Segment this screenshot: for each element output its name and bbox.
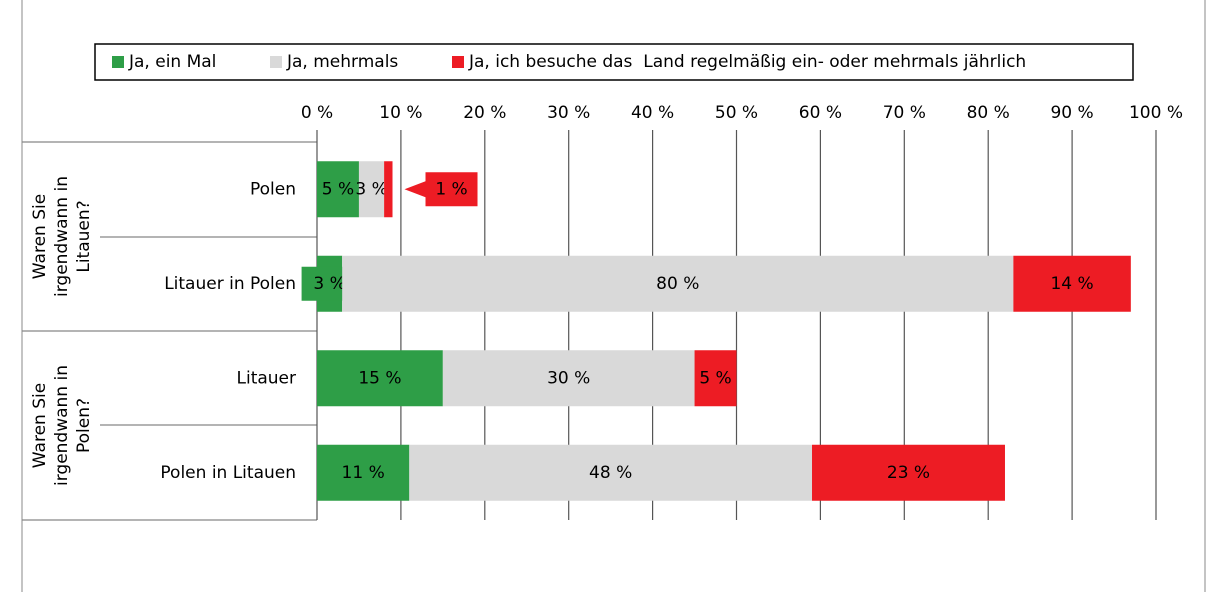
bar-segment (342, 255, 1014, 312)
bar-segment (317, 350, 443, 407)
y-tick-label: Polen (250, 179, 296, 199)
data-label: 30 % (547, 368, 590, 388)
data-label: 48 % (589, 463, 632, 483)
callout (404, 172, 478, 207)
y-tick-label: Litauer (237, 368, 297, 388)
data-label: 3 % (313, 274, 345, 294)
data-label: 15 % (358, 368, 401, 388)
bar-segment (442, 350, 695, 407)
category-table (22, 141, 317, 521)
x-tick-label: 30 % (547, 103, 590, 123)
bar-segment (1013, 255, 1131, 312)
legend-label: Ja, ein Mal (128, 52, 216, 72)
y-tick-label: Litauer in Polen (164, 274, 296, 294)
group-label: Polen? (74, 398, 94, 453)
x-tick-label: 40 % (631, 103, 674, 123)
x-tick-label: 70 % (883, 103, 926, 123)
x-tick-label: 90 % (1050, 103, 1093, 123)
bar-segment (317, 161, 359, 218)
x-tick-label: 0 % (301, 103, 333, 123)
x-tick-label: 80 % (967, 103, 1010, 123)
y-tick-label: Polen in Litauen (160, 463, 296, 483)
bar-segment (317, 444, 410, 501)
x-tick-label: 100 % (1129, 103, 1183, 123)
bar-segment (384, 161, 393, 218)
group-label: Waren Sie (30, 383, 50, 468)
x-tick-label: 50 % (715, 103, 758, 123)
data-label: 5 % (322, 179, 354, 199)
data-label: 1 % (435, 179, 467, 199)
bar-segment (358, 161, 385, 218)
legend-label: Ja, mehrmals (286, 52, 398, 72)
x-tick-label: 20 % (463, 103, 506, 123)
legend-label: Ja, ich besuche das Land regelmäßig ein-… (468, 52, 1026, 72)
bar-segment (812, 444, 1005, 501)
group-label: Litauen? (74, 200, 94, 272)
data-label: 23 % (887, 463, 930, 483)
group-label: irgendwann in (52, 176, 72, 297)
data-label: 5 % (699, 368, 731, 388)
legend-frame (94, 43, 1134, 81)
bar-segment (409, 444, 813, 501)
bar-segment (694, 350, 737, 407)
legend-swatch (270, 56, 282, 68)
data-label: 3 % (355, 179, 387, 199)
group-label: Waren Sie (30, 194, 50, 279)
legend-swatch (452, 56, 464, 68)
group-label: irgendwann in (52, 365, 72, 486)
x-tick-label: 10 % (379, 103, 422, 123)
data-label: 11 % (342, 463, 385, 483)
x-tick-label: 60 % (799, 103, 842, 123)
chart-frame (21, 0, 1206, 592)
legend-swatch (112, 56, 124, 68)
data-label: 14 % (1050, 274, 1093, 294)
data-label: 80 % (656, 274, 699, 294)
